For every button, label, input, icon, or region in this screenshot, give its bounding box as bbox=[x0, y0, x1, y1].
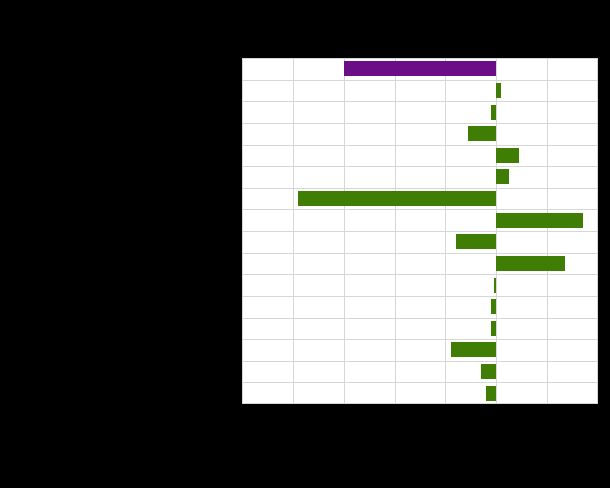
gridline-horizontal bbox=[242, 80, 598, 81]
gridline-horizontal bbox=[242, 101, 598, 102]
bar-row-6 bbox=[496, 169, 509, 185]
gridline-horizontal bbox=[242, 123, 598, 124]
bar-row-2 bbox=[496, 82, 502, 98]
bar-row-5 bbox=[496, 147, 520, 163]
gridline-horizontal bbox=[242, 253, 598, 254]
bar-row-16 bbox=[486, 385, 497, 401]
bar-row-3 bbox=[491, 104, 497, 120]
gridline-horizontal bbox=[242, 339, 598, 340]
gridline-horizontal bbox=[242, 318, 598, 319]
bar-row-12 bbox=[491, 299, 497, 315]
gridline-horizontal bbox=[242, 166, 598, 167]
gridline-horizontal bbox=[242, 361, 598, 362]
bar-row-8 bbox=[496, 212, 583, 228]
gridline-horizontal bbox=[242, 403, 598, 404]
gridline-horizontal bbox=[242, 145, 598, 146]
bar-row-14 bbox=[450, 342, 497, 358]
gridline-horizontal bbox=[242, 231, 598, 232]
gridline-horizontal bbox=[242, 296, 598, 297]
bar-row-15 bbox=[481, 364, 497, 380]
gridline-horizontal bbox=[242, 58, 598, 59]
gridline-horizontal bbox=[242, 209, 598, 210]
bar-row-1 bbox=[343, 61, 497, 77]
gridline-horizontal bbox=[242, 274, 598, 275]
plot-area bbox=[242, 58, 598, 404]
bar-row-10 bbox=[496, 255, 565, 271]
gridline-horizontal bbox=[242, 382, 598, 383]
gridline-horizontal bbox=[242, 188, 598, 189]
bar-row-11 bbox=[493, 277, 497, 293]
bar-row-13 bbox=[491, 320, 497, 336]
bar-row-7 bbox=[297, 191, 497, 207]
bar-row-4 bbox=[468, 126, 497, 142]
bar-row-9 bbox=[455, 234, 497, 250]
